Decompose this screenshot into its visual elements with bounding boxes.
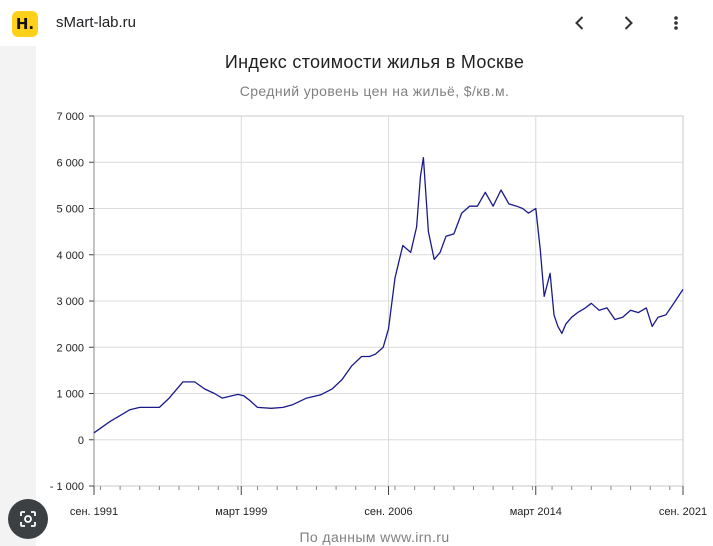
more-vert-icon — [674, 16, 678, 30]
y-tick-label: 2 000 — [56, 342, 84, 354]
x-tick-label: сен. 2006 — [364, 506, 412, 518]
y-axis: 7 000 6 000 5 000 4 000 3 000 2 000 1 000 0 - 1 … — [50, 111, 95, 493]
site-logo-icon[interactable]: H. — [12, 11, 38, 37]
chart-source[interactable]: По данным www.irn.ru — [299, 529, 450, 545]
y-tick-label: 5 000 — [56, 204, 84, 216]
y-tick-label: - 1 000 — [50, 481, 84, 493]
lens-search-icon — [20, 511, 36, 527]
back-button[interactable] — [566, 9, 594, 37]
y-tick-label: 4 000 — [56, 250, 84, 262]
chart-title: Индекс стоимости жилья в Москве — [224, 52, 525, 72]
x-axis: сен. 1991 март 1999 сен. 2006 март 2014 сен.… — [70, 486, 707, 518]
logo-letter: H. — [15, 15, 35, 33]
more-options-button[interactable] — [662, 9, 690, 37]
lens-button[interactable] — [8, 499, 48, 539]
x-tick-label: сен. 2021 — [659, 506, 707, 518]
browser-top-bar: H. sMart-lab.ru — [0, 0, 713, 46]
series-group — [93, 156, 684, 434]
y-tick-label: 6 000 — [56, 157, 84, 169]
series-line-price — [93, 156, 684, 434]
chart-subtitle: Средний уровень цен на жильё, $/кв.м. — [239, 83, 510, 99]
forward-button[interactable] — [614, 9, 642, 37]
grid-lines — [94, 116, 683, 486]
chevron-left-icon — [575, 16, 584, 30]
y-tick-label: 0 — [78, 435, 84, 447]
y-tick-label: 7 000 — [56, 111, 84, 123]
chevron-right-icon — [624, 16, 633, 30]
y-tick-label: 3 000 — [56, 296, 84, 308]
x-tick-label: март 2014 — [510, 506, 562, 518]
site-name[interactable]: sMart-lab.ru — [56, 14, 137, 31]
left-gutter — [0, 46, 36, 546]
x-tick-label: март 1999 — [215, 506, 267, 518]
y-tick-label: 1 000 — [56, 389, 84, 401]
x-tick-label: сен. 1991 — [70, 506, 118, 518]
